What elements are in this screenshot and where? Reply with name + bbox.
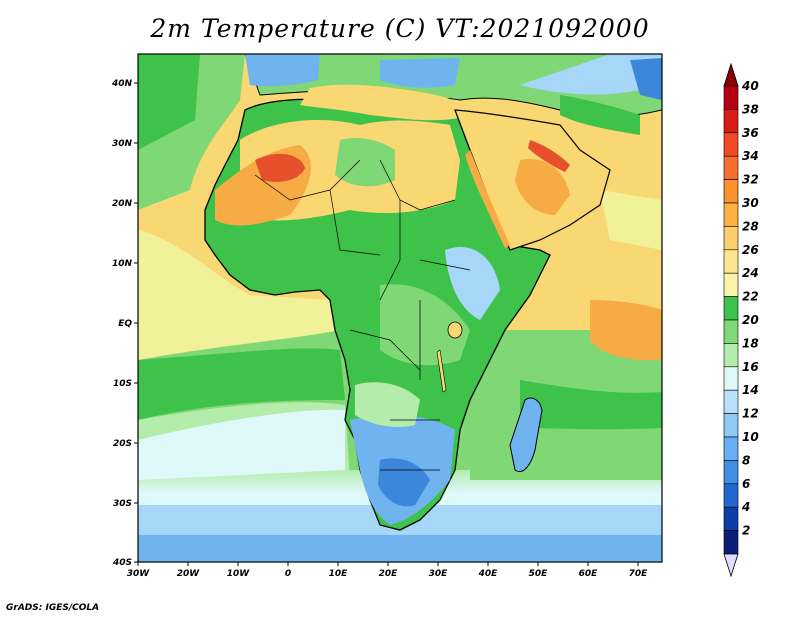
balkans-cool [380,58,460,88]
map-field [138,54,662,562]
lon-tick-label: 40E [478,569,499,579]
colorbar-label: 22 [742,290,759,304]
colorbar-segment [723,296,739,321]
colorbar-segment [723,319,739,344]
lat-tick-label: 40N [111,79,133,89]
iran-cool [520,54,662,95]
iberia-cool [245,54,320,87]
colorbar: 40 38 36 34 32 30 28 26 24 22 20 18 16 14 12 10 8 6 4 2 [723,62,759,578]
grads-credit: GrADS: IGES/COLA [6,603,100,613]
colorbar-label: 18 [742,336,759,350]
lat-tick-label: 10S [113,379,132,389]
colorbar-segment [723,272,739,297]
colorbar-label: 36 [742,126,759,140]
atlantic-equatorial [138,230,340,360]
ocean-south-darkgreen [138,348,345,420]
lon-tick-label: 0 [285,569,291,579]
arabia-hot [515,159,570,215]
latitude-axis: 40N 30N 20N 10N EQ 10S 20S 30S 40S [111,79,138,568]
lon-tick-label: 10W [227,569,251,579]
ocean-far-south-blue [138,535,662,562]
colorbar-label: 16 [742,360,759,374]
colorbar-label: 20 [742,313,759,327]
indian-ocean-lightgreen [470,425,662,480]
lon-tick-label: 10E [329,569,349,579]
colorbar-segment [723,202,739,227]
colorbar-label: 6 [742,477,750,491]
ocean-south-cyan [138,409,345,480]
lake-tanganyika [436,349,447,393]
angola-zambia-light [355,382,420,427]
lat-tick-label: 20N [112,199,133,209]
colorbar-segment [723,460,739,485]
lon-tick-label: 70E [629,569,649,579]
colorbar-segment [723,249,739,274]
lat-tick-label: 10N [112,259,133,269]
ethiopian-highlands [445,246,500,320]
colorbar-segment [723,179,739,204]
sahara-green-patch [335,138,395,187]
colorbar-segment [723,109,739,134]
lon-tick-label: 30W [127,569,151,579]
colorbar-segment [723,85,739,110]
lat-tick-label: 40S [112,558,132,568]
colorbar-segment [723,132,739,157]
colorbar-label: 12 [742,407,759,421]
colorbar-segment [723,506,739,531]
afghanistan-cold [630,58,662,100]
colorbar-segment [723,483,739,508]
colorbar-top-arrow [723,62,739,87]
colorbar-segment [723,389,739,414]
lon-tick-label: 20W [177,569,201,579]
colorbar-label: 28 [742,219,759,233]
colorbar-label: 24 [742,266,759,280]
mediterranean-sea [300,84,470,121]
colorbar-label: 2 [742,524,750,538]
map-frame [137,53,663,563]
colorbar-label: 32 [742,173,759,187]
colorbar-label: 26 [742,243,759,257]
lat-tick-label: EQ [118,319,132,329]
madagascar [509,397,543,473]
colorbar-bottom-arrow [723,553,739,578]
colorbar-label: 34 [742,149,759,163]
colorbar-label: 38 [742,102,759,116]
colorbar-label: 4 [741,500,750,514]
iran-green [560,95,640,135]
lon-tick-label: 20E [379,569,399,579]
colorbar-segment [723,366,739,391]
lon-tick-label: 60E [579,569,599,579]
colorbar-segment [723,226,739,251]
indian-ocean-warm [590,300,662,361]
southern-africa-cold [378,458,430,507]
colorbar-label: 8 [742,453,750,467]
longitude-axis: 30W 20W 10W 0 10E 20E 30E 40E 50E 60E 70E [127,562,648,579]
map-title: 2m Temperature (C) VT:2021092000 [150,14,650,43]
colorbar-segment [723,343,739,368]
colorbar-label: 14 [742,383,759,397]
colorbar-label: 40 [741,79,759,93]
sahara-hottest [255,153,305,182]
persian-gulf-hot [528,140,570,172]
lon-tick-label: 30E [429,569,449,579]
red-sea-hot [465,150,510,248]
colorbar-label: 30 [742,196,759,210]
colorbar-segment [723,436,739,461]
lat-tick-label: 30N [112,139,133,149]
atlantic-north-darkgreen [138,54,200,150]
lake-victoria [447,321,463,339]
country-borders [254,159,471,471]
colorbar-segment [723,413,739,438]
lat-tick-label: 30S [113,499,132,509]
colorbar-label: 10 [742,430,759,444]
colorbar-segment [723,155,739,180]
central-africa-light [380,284,470,366]
arabian-sea-light [600,190,662,250]
lon-tick-label: 50E [529,569,549,579]
lat-tick-label: 20S [113,439,132,449]
colorbar-segment [723,530,739,555]
